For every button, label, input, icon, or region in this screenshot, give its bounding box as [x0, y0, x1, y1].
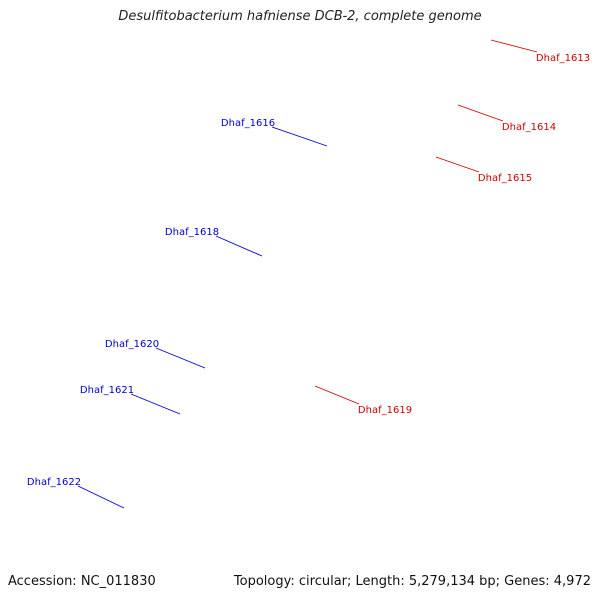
accession-label: Accession: NC_011830 [8, 574, 156, 589]
genome-summary-label: Topology: circular; Length: 5,279,134 bp… [233, 574, 591, 589]
gene-label-reverse[interactable]: Dhaf_1621 [80, 385, 134, 396]
gene-label-leader [457, 104, 504, 122]
gene-label-leader [155, 347, 206, 369]
gene-label-leader [130, 393, 181, 415]
gene-label-leader [490, 39, 538, 53]
gene-label-forward[interactable]: Dhaf_1619 [358, 405, 412, 416]
map-title: Desulfitobacterium hafniense DCB-2, comp… [118, 9, 482, 24]
gene-label-reverse[interactable]: Dhaf_1622 [27, 477, 81, 488]
gene-label-leader [77, 485, 125, 509]
gene-label-leader [435, 156, 480, 173]
gene-labels[interactable]: Dhaf_1616 Dhaf_1618 Dhaf_1620 Dhaf_1621 Dhaf… [27, 39, 590, 509]
gene-label-reverse[interactable]: Dhaf_1618 [165, 227, 219, 238]
gene-label-leader [271, 126, 328, 147]
gene-label-reverse[interactable]: Dhaf_1616 [221, 118, 275, 129]
gene-label-forward[interactable]: Dhaf_1615 [478, 173, 532, 184]
gene-label-reverse[interactable]: Dhaf_1620 [105, 339, 159, 350]
gene-label-leader [215, 235, 263, 257]
gene-label-leader [314, 385, 360, 405]
gene-label-forward[interactable]: Dhaf_1614 [502, 122, 556, 133]
gene-label-forward[interactable]: Dhaf_1613 [536, 53, 590, 64]
